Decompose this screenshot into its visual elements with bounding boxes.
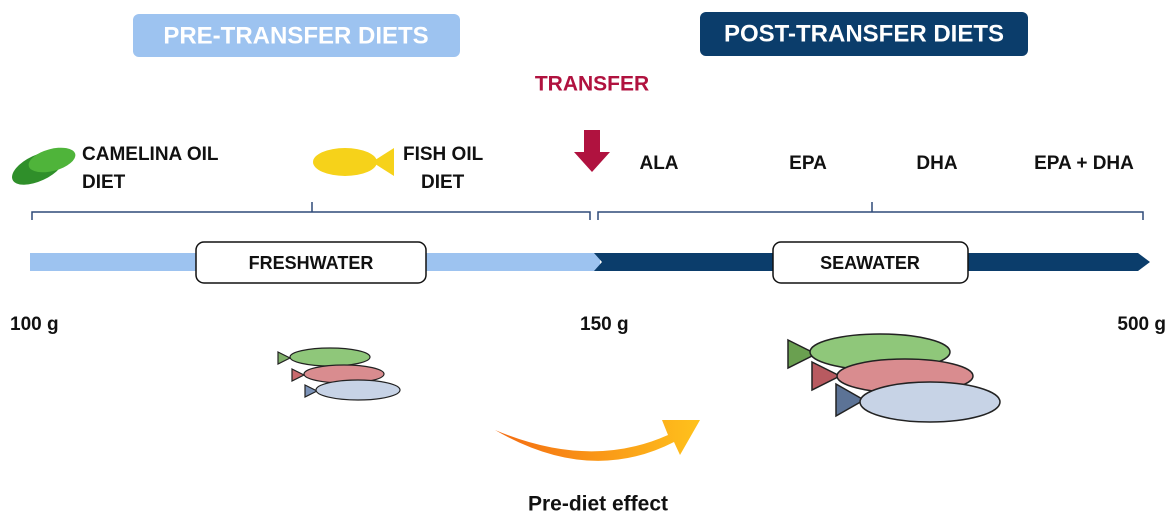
pre-title: PRE-TRANSFER DIETS xyxy=(163,22,428,49)
diet-label: DHA xyxy=(916,153,957,174)
diet-label: CAMELINA OIL DIET xyxy=(82,144,219,193)
post-box xyxy=(700,12,1028,56)
large-fish xyxy=(787,333,1001,423)
fish-oil-icon xyxy=(313,148,394,176)
diet-label: FISH OIL DIET xyxy=(403,144,484,193)
bracket xyxy=(597,202,1144,220)
transfer-arrow xyxy=(574,130,610,172)
diet-label: EPA + DHA xyxy=(1034,153,1134,174)
effect-label: Pre-diet effect xyxy=(528,493,668,515)
pre-box xyxy=(133,14,460,57)
weight-label: 500 g xyxy=(1117,314,1166,335)
small-fish xyxy=(277,347,401,401)
bracket xyxy=(31,202,591,220)
transfer-label: TRANSFER xyxy=(535,73,649,96)
diet-label: ALA xyxy=(639,153,678,174)
phase-box xyxy=(772,241,969,284)
diet-label: EPA xyxy=(789,153,827,174)
phase-label: FRESHWATER xyxy=(249,253,374,273)
effect-arrow xyxy=(495,420,700,461)
phase-box xyxy=(195,241,427,284)
weight-label: 100 g xyxy=(10,314,59,335)
weight-label: 150 g xyxy=(580,314,629,335)
leaf-icon xyxy=(12,147,76,185)
post-title: POST-TRANSFER DIETS xyxy=(724,20,1004,47)
phase-label: SEAWATER xyxy=(820,253,920,273)
